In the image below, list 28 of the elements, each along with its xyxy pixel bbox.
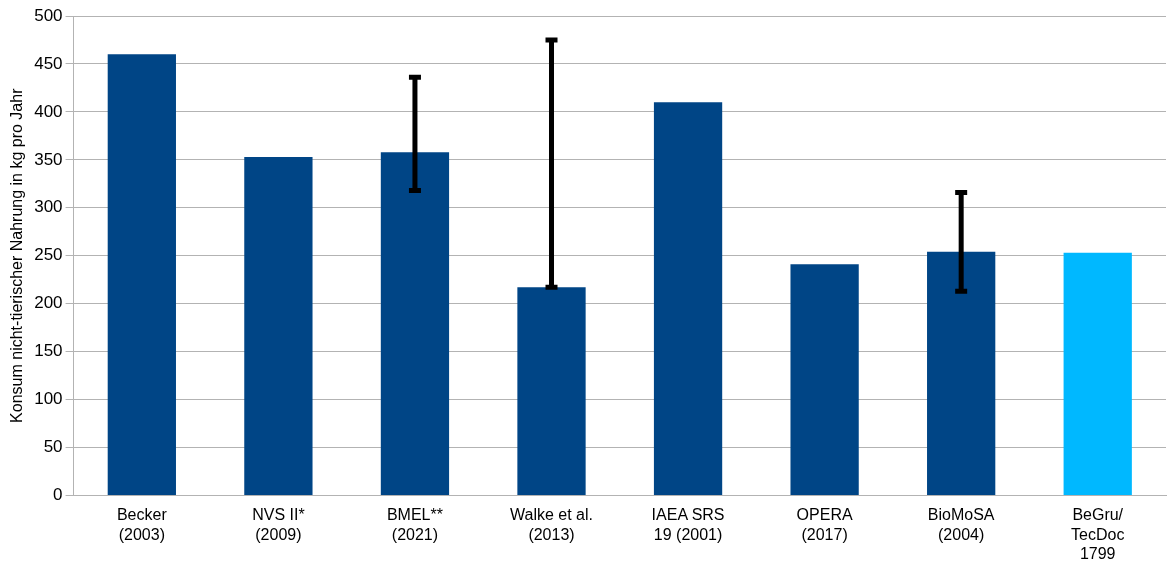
y-tick-label: 350	[34, 149, 63, 169]
bar	[927, 251, 996, 495]
x-tick-label: NVS II* (2009)	[252, 506, 305, 543]
y-tick-label: 150	[34, 341, 63, 361]
y-tick-label: 200	[34, 293, 63, 313]
bar	[653, 102, 723, 495]
bar	[1063, 252, 1132, 495]
y-tick-label: 500	[34, 5, 63, 25]
x-tick-label: IAEA SRS 19 (2001)	[651, 506, 725, 543]
y-tick-label: 0	[53, 485, 63, 505]
y-tick-label: 250	[34, 245, 63, 265]
y-axis-title: Konsum nicht-tierischer Nahrung in kg pro Jahr	[8, 87, 26, 423]
y-tick-label: 100	[34, 389, 63, 409]
x-tick-label: BeGru/ TecDoc 1799	[1071, 506, 1125, 562]
bar	[107, 54, 176, 495]
x-tick-label: Walke et al. (2013)	[510, 506, 593, 543]
y-tick-label: 50	[43, 437, 63, 457]
x-tick-label: Becker (2003)	[116, 506, 168, 543]
bar	[517, 287, 586, 495]
x-tick-label: BioMoSA (2004)	[927, 506, 995, 543]
bar	[790, 264, 859, 495]
y-tick-label: 400	[34, 101, 63, 121]
x-tick-label: BMEL** (2021)	[386, 506, 443, 543]
bar	[244, 156, 313, 495]
y-tick-label: 450	[34, 53, 63, 73]
bar	[380, 152, 450, 495]
x-tick-label: OPERA (2017)	[796, 506, 853, 543]
y-tick-label: 300	[34, 197, 63, 217]
